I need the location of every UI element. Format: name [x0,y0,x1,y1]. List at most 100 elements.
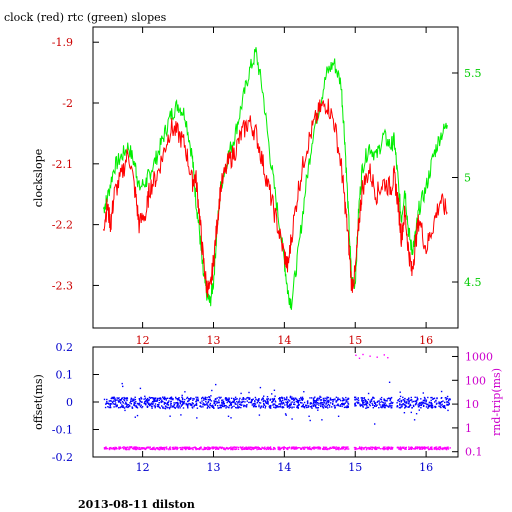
offset-point [196,407,199,409]
roundtrip-point [319,448,321,450]
offset-point [314,400,316,402]
roundtrip-point [223,448,225,450]
offset-point [341,400,344,402]
offset-point [362,405,364,407]
offset-point [258,404,260,406]
offset-point [167,401,170,403]
offset-point [146,399,148,401]
offset-point [178,399,180,401]
roundtrip-point [266,446,268,449]
offset-point [158,406,161,408]
offset-point [279,398,281,401]
roundtrip-point [425,447,427,449]
roundtrip-point [177,447,179,449]
roundtrip-point [211,446,213,448]
offset-point [218,399,220,401]
roundtrip-point [258,447,261,449]
offset-point [132,399,135,401]
roundtrip-point [197,448,199,450]
roundtrip-point [103,447,106,449]
offset-point [240,404,242,406]
offset-point [391,402,393,405]
offset-point [197,398,199,400]
roundtrip-point [252,447,255,449]
roundtrip-point [272,448,275,451]
roundtrip-point [120,447,122,449]
offset-point [364,399,367,401]
roundtrip-point [413,448,415,450]
offset-point [158,403,160,406]
offset-point [233,405,235,407]
roundtrip-point [435,446,438,448]
offset-point [208,396,210,399]
offset-point [404,398,406,400]
offset-point [342,399,345,401]
roundtrip-point [163,448,166,451]
offset-point [113,396,115,398]
roundtrip-point [208,447,210,450]
offset-point [111,401,114,403]
offset-point [153,397,155,399]
offset-point [109,404,111,406]
roundtrip-outlier-point [383,354,385,356]
offset-point [400,400,403,402]
offset-point [225,399,227,401]
offset-point [390,396,393,399]
offset-point [209,402,212,405]
offset-point [408,397,410,399]
offset-point [314,403,316,406]
offset-point [130,403,132,405]
roundtrip-point [338,447,340,449]
offset-point [133,403,135,405]
offset-point [424,397,426,400]
offset-point [175,402,178,404]
offset-point [236,400,238,403]
roundtrip-point [409,447,412,450]
offset-point [440,404,442,407]
offset-point [136,402,139,405]
roundtrip-point [173,446,175,448]
offset-point [188,402,190,405]
offset-point [320,401,322,404]
roundtrip-point [336,448,338,450]
roundtrip-point [159,448,161,451]
roundtrip-point [135,446,137,449]
roundtrip-point [353,446,356,449]
roundtrip-point [412,448,414,450]
roundtrip-point [403,446,405,448]
roundtrip-outlier-point [369,355,371,357]
offset-point [134,402,136,404]
offset-point [181,397,184,400]
offset-point [379,401,381,403]
offset-point [386,405,388,407]
offset-point [344,402,346,404]
offset-point [232,401,234,403]
offset-point [415,401,418,403]
offset-point [420,401,423,404]
roundtrip-point [278,446,281,448]
offset-point [424,399,426,401]
offset-point [279,402,281,405]
roundtrip-point [117,448,119,450]
roundtrip-point [286,448,289,450]
offset-point [442,400,444,402]
roundtrip-point [239,446,242,448]
offset-point [114,400,116,402]
offset-point [173,403,176,406]
offset-point [319,395,321,398]
offset-point [170,398,172,400]
roundtrip-point [429,448,431,450]
offset-point [112,396,114,399]
roundtrip-point [200,446,202,449]
offset-point [191,406,193,408]
offset-point [293,401,295,404]
roundtrip-point [277,446,279,448]
offset-point [109,403,112,405]
offset-point [407,400,410,402]
roundtrip-point [207,446,209,448]
offset-point [145,399,148,402]
offset-point [167,404,169,406]
offset-point [342,402,344,405]
offset-point [332,402,334,405]
offset-point [159,407,161,409]
